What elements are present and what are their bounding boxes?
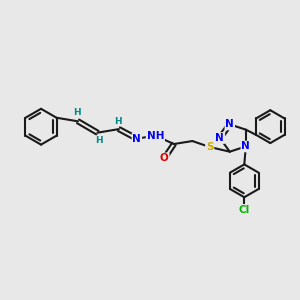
Text: N: N (215, 133, 224, 143)
Text: H: H (95, 136, 102, 145)
Text: N: N (242, 142, 250, 152)
Text: NH: NH (147, 131, 164, 141)
Text: N: N (225, 119, 234, 129)
Text: H: H (73, 109, 81, 118)
Text: S: S (206, 142, 214, 152)
Text: O: O (160, 153, 169, 164)
Text: H: H (114, 116, 122, 125)
Text: Cl: Cl (239, 205, 250, 215)
Text: N: N (133, 134, 141, 144)
